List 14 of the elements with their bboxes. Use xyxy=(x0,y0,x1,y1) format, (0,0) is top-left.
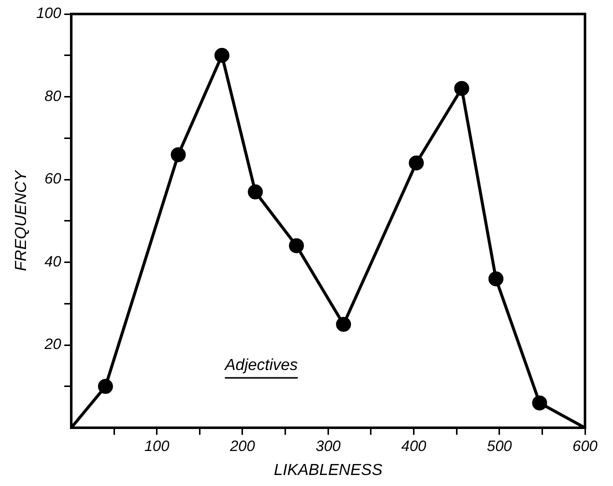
x-tick-label: 100 xyxy=(144,438,170,455)
annotation: Adjectives xyxy=(224,356,298,374)
y-tick-label: 20 xyxy=(44,336,62,354)
x-tick-label: 200 xyxy=(228,438,256,455)
y-tick-label: 40 xyxy=(44,253,62,270)
y-tick-label: 60 xyxy=(44,170,62,188)
x-axis-title: LIKABLENESS xyxy=(274,462,383,479)
y-tick-label: 100 xyxy=(36,5,62,22)
y-axis-title: FREQUENCY xyxy=(13,169,30,272)
x-tick-label: 400 xyxy=(401,438,427,455)
y-tick-label: 80 xyxy=(44,88,62,105)
x-tick-label: 600 xyxy=(572,438,598,455)
x-tick-label: 300 xyxy=(316,438,342,455)
x-tick-label: 500 xyxy=(486,438,513,455)
